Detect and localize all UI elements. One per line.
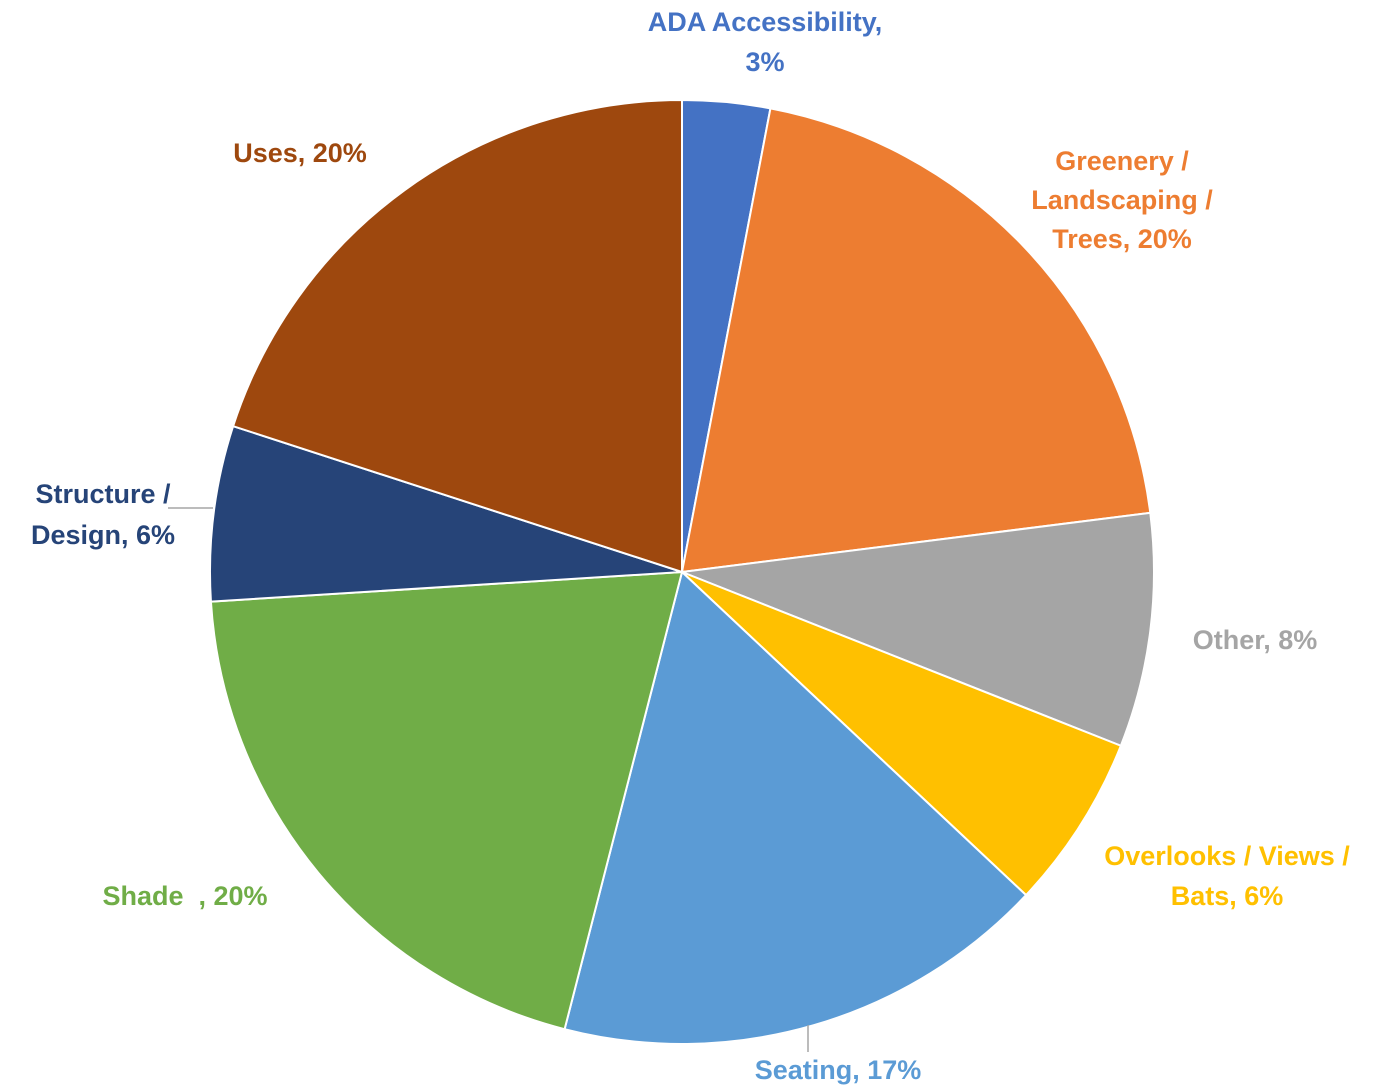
data-label: Landscaping / xyxy=(1031,185,1213,215)
pie xyxy=(209,98,1155,1045)
data-label: Overlooks / Views / xyxy=(1104,841,1350,871)
pie-slice xyxy=(681,511,1155,748)
data-labels: ADA Accessibility, 3% Greenery / Landscapin… xyxy=(31,7,1350,1085)
data-label: Seating, 17% xyxy=(755,1055,922,1085)
data-label: Other, 8% xyxy=(1193,625,1318,655)
data-label: Structure / xyxy=(35,479,171,509)
pie-slice xyxy=(209,570,684,1031)
data-label: Uses, 20% xyxy=(233,138,367,168)
pie-slice xyxy=(231,98,683,574)
data-label: 3% xyxy=(745,47,784,77)
data-label: Greenery / xyxy=(1055,146,1189,176)
data-label: Shade , 20% xyxy=(102,881,267,911)
data-label: Design, 6% xyxy=(31,520,175,550)
pie-slice xyxy=(563,570,1028,1045)
data-label: Bats, 6% xyxy=(1171,881,1284,911)
pie-slice xyxy=(681,571,1123,897)
data-label: ADA Accessibility, xyxy=(648,7,883,37)
pie-slice xyxy=(209,424,683,603)
data-label: Trees, 20% xyxy=(1052,224,1192,254)
pie-slice xyxy=(680,107,1152,574)
